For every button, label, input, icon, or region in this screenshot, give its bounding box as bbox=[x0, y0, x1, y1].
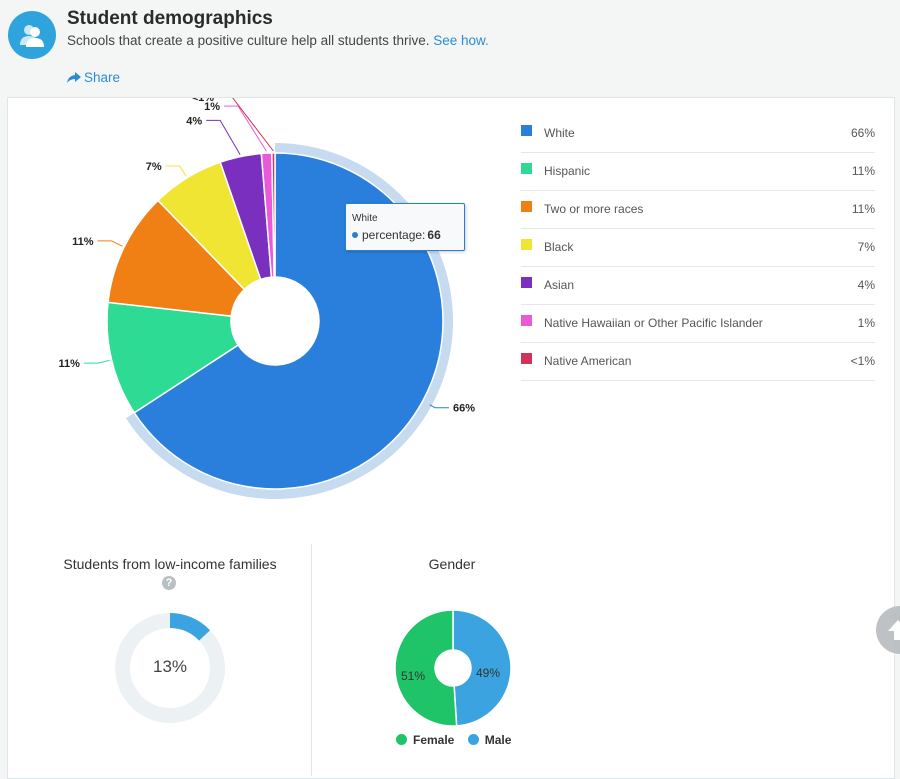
legend-swatch bbox=[521, 315, 532, 326]
gender-title: Gender bbox=[428, 556, 476, 572]
data-label: 7% bbox=[146, 161, 162, 173]
see-how-link[interactable]: See how. bbox=[433, 33, 489, 48]
legend-item-male[interactable]: Male bbox=[467, 733, 512, 747]
pie-slice-two-or-more-races[interactable] bbox=[107, 199, 246, 317]
legend-label: White bbox=[544, 126, 575, 140]
data-label: 11% bbox=[72, 236, 94, 248]
gender-legend: Female Male bbox=[396, 733, 521, 747]
legend-value: <1% bbox=[850, 354, 875, 368]
page-subtitle: Schools that create a positive culture h… bbox=[67, 33, 489, 48]
legend-label: Asian bbox=[544, 278, 575, 292]
legend-row-hispanic[interactable]: Hispanic 11% bbox=[521, 153, 875, 191]
gender-donut bbox=[394, 609, 512, 727]
data-label: 1% bbox=[204, 101, 220, 113]
demographics-panel: 66% 11% 11% 7% 4% 1% <1% White percentage: 66 W… bbox=[7, 97, 895, 779]
gender-slice-female bbox=[394, 609, 458, 727]
share-arrow-icon bbox=[67, 72, 81, 83]
legend-label: Native Hawaiian or Other Pacific Islande… bbox=[544, 316, 763, 330]
page-title: Student demographics bbox=[67, 8, 273, 29]
legend-label: Hispanic bbox=[544, 164, 591, 178]
connector-line bbox=[206, 119, 241, 155]
legend-swatch bbox=[521, 353, 532, 364]
arrow-up-icon bbox=[888, 620, 900, 640]
legend-row-white[interactable]: White 66% bbox=[521, 115, 875, 153]
legend-value: 1% bbox=[857, 316, 875, 330]
female-dot-icon bbox=[396, 734, 407, 745]
male-percent-label: 49% bbox=[476, 666, 501, 680]
legend-row-black[interactable]: Black 7% bbox=[521, 229, 875, 267]
connector-line bbox=[165, 165, 187, 177]
connector-line bbox=[224, 105, 267, 152]
connector-line bbox=[97, 240, 123, 247]
subtitle-text: Schools that create a positive culture h… bbox=[67, 33, 430, 48]
ethnicity-legend: White 66% Hispanic 11% Two or more races 11… bbox=[521, 115, 875, 381]
female-percent-label: 51% bbox=[401, 669, 426, 683]
section-header: Student demographics Schools that create… bbox=[0, 0, 900, 96]
male-label: Male bbox=[484, 733, 512, 747]
data-label: 66% bbox=[453, 403, 475, 415]
people-icon bbox=[8, 11, 56, 59]
data-label: 11% bbox=[59, 358, 81, 370]
tooltip-label: percentage: bbox=[362, 228, 426, 242]
legend-value: 11% bbox=[851, 164, 875, 178]
male-dot-icon bbox=[467, 734, 479, 745]
connector-line bbox=[83, 359, 110, 364]
tooltip-dot-icon bbox=[352, 232, 358, 238]
legend-value: 11% bbox=[851, 202, 875, 216]
legend-swatch bbox=[521, 201, 532, 212]
data-label: <1% bbox=[192, 98, 215, 104]
tooltip-line: percentage: 66 bbox=[352, 228, 441, 242]
legend-swatch bbox=[521, 277, 532, 288]
connector-line bbox=[429, 404, 450, 409]
tooltip-series-name: White bbox=[352, 213, 378, 224]
help-icon[interactable]: ? bbox=[162, 576, 176, 590]
ethnicity-pie-chart: 66% 11% 11% 7% 4%1%<1% bbox=[59, 98, 475, 500]
legend-label: Two or more races bbox=[544, 202, 644, 216]
low-income-title: Students from low-income families bbox=[63, 556, 277, 572]
legend-swatch bbox=[521, 163, 532, 174]
legend-swatch bbox=[521, 125, 532, 136]
legend-item-female[interactable]: Female bbox=[396, 733, 454, 747]
gender-slice-male bbox=[452, 609, 512, 727]
pie-slice-native-american[interactable] bbox=[271, 152, 276, 278]
legend-value: 66% bbox=[850, 126, 875, 140]
legend-swatch bbox=[521, 239, 532, 250]
legend-value: 7% bbox=[857, 240, 875, 254]
low-income-value: 13% bbox=[152, 657, 188, 676]
share-button[interactable]: Share bbox=[67, 70, 120, 85]
female-label: Female bbox=[413, 733, 455, 747]
legend-row-asian[interactable]: Asian 4% bbox=[521, 267, 875, 305]
pie-slice-hispanic[interactable] bbox=[106, 301, 240, 414]
share-label: Share bbox=[84, 70, 121, 85]
legend-value: 4% bbox=[857, 278, 875, 292]
legend-row-two-or-more[interactable]: Two or more races 11% bbox=[521, 191, 875, 229]
legend-label: Native American bbox=[544, 354, 632, 368]
connector-line bbox=[232, 98, 274, 152]
data-label: 4% bbox=[186, 115, 202, 127]
legend-row-native-american[interactable]: Native American <1% bbox=[521, 343, 875, 381]
legend-row-pacific-islander[interactable]: Native Hawaiian or Other Pacific Islande… bbox=[521, 305, 875, 343]
chart-tooltip: White percentage: 66 bbox=[345, 203, 465, 251]
legend-label: Black bbox=[544, 240, 574, 254]
tooltip-value: 66 bbox=[427, 228, 441, 242]
donut-segment-0 bbox=[170, 613, 211, 641]
section-divider bbox=[311, 544, 312, 776]
low-income-donut bbox=[115, 613, 225, 723]
